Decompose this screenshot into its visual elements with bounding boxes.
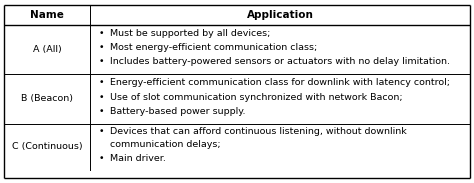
Text: •: • bbox=[99, 57, 104, 66]
Text: A (All): A (All) bbox=[33, 45, 61, 54]
Text: Energy-efficient communication class for downlink with latency control;: Energy-efficient communication class for… bbox=[110, 78, 450, 87]
Text: •: • bbox=[99, 93, 104, 102]
Text: •: • bbox=[99, 107, 104, 116]
Text: B (Beacon): B (Beacon) bbox=[21, 94, 73, 103]
Text: Use of slot communication synchronized with network Bacon;: Use of slot communication synchronized w… bbox=[110, 93, 402, 102]
Text: communication delays;: communication delays; bbox=[110, 140, 220, 149]
Text: Name: Name bbox=[30, 10, 64, 20]
Text: •: • bbox=[99, 127, 104, 136]
Text: Battery-based power supply.: Battery-based power supply. bbox=[110, 107, 246, 116]
Text: Main driver.: Main driver. bbox=[110, 154, 166, 163]
Text: •: • bbox=[99, 43, 104, 52]
Text: •: • bbox=[99, 154, 104, 163]
Text: Must be supported by all devices;: Must be supported by all devices; bbox=[110, 29, 270, 38]
Text: Devices that can afford continuous listening, without downlink: Devices that can afford continuous liste… bbox=[110, 127, 407, 136]
Text: Includes battery-powered sensors or actuators with no delay limitation.: Includes battery-powered sensors or actu… bbox=[110, 57, 450, 66]
Text: •: • bbox=[99, 78, 104, 87]
Text: C (Continuous): C (Continuous) bbox=[12, 142, 82, 151]
Text: Application: Application bbox=[246, 10, 314, 20]
Text: Most energy-efficient communication class;: Most energy-efficient communication clas… bbox=[110, 43, 317, 52]
Text: •: • bbox=[99, 29, 104, 38]
